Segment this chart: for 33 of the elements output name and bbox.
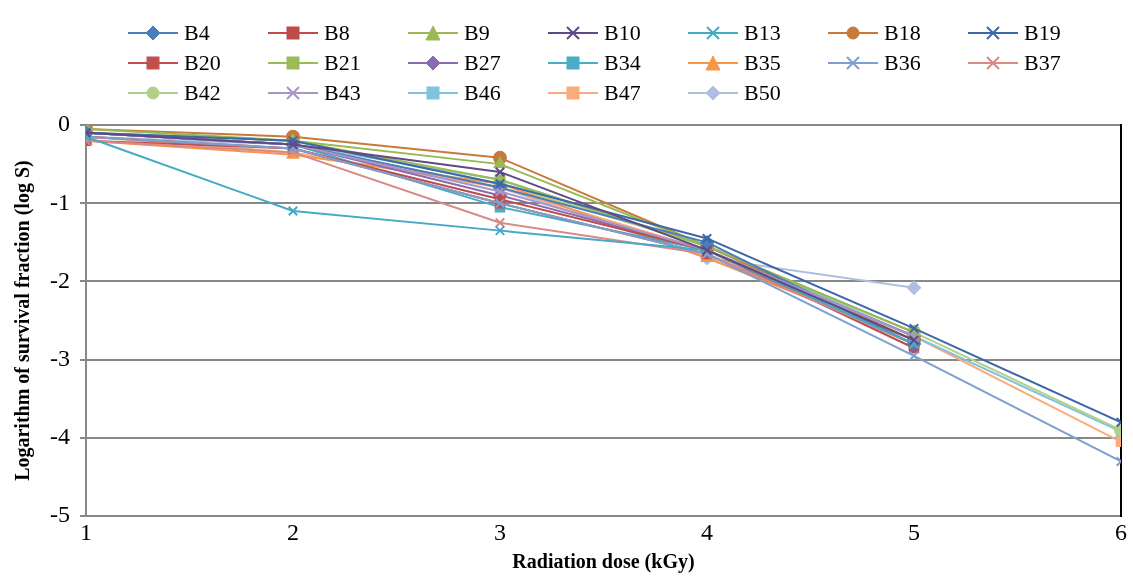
legend-label: B43 bbox=[324, 80, 361, 106]
y-tick-label: -2 bbox=[49, 266, 70, 293]
y-axis-title: Logarithm of survival fraction (log S) bbox=[11, 160, 35, 481]
legend-label: B4 bbox=[184, 20, 210, 46]
legend-label: B50 bbox=[744, 80, 781, 106]
y-tick-label: -4 bbox=[49, 423, 70, 450]
x-axis-title: Radiation dose (kGy) bbox=[512, 550, 695, 574]
x-tick-label: 5 bbox=[908, 518, 920, 545]
legend-label: B34 bbox=[604, 50, 641, 76]
legend-label: B42 bbox=[184, 80, 221, 106]
y-tick-label: -5 bbox=[49, 501, 70, 528]
legend-label: B27 bbox=[464, 50, 501, 76]
legend-label: B18 bbox=[884, 20, 921, 46]
y-tick-label: 0 bbox=[57, 110, 70, 137]
legend-label: B20 bbox=[184, 50, 221, 76]
x-tick-label: 1 bbox=[79, 518, 92, 545]
legend-label: B19 bbox=[1024, 20, 1061, 46]
x-tick-label: 3 bbox=[494, 518, 506, 545]
legend-label: B13 bbox=[744, 20, 781, 46]
y-tick-label: -1 bbox=[49, 188, 70, 215]
legend-label: B9 bbox=[464, 20, 490, 46]
x-tick-label: 4 bbox=[701, 518, 713, 545]
x-tick-label: 6 bbox=[1115, 518, 1127, 545]
legend-label: B47 bbox=[604, 80, 641, 106]
legend-label: B10 bbox=[604, 20, 641, 46]
x-tick-label: 2 bbox=[286, 518, 299, 545]
legend-label: B46 bbox=[464, 80, 501, 106]
legend-label: B36 bbox=[884, 50, 921, 76]
y-tick-label: -3 bbox=[49, 345, 70, 372]
legend-label: B35 bbox=[744, 50, 781, 76]
legend-label: B8 bbox=[324, 20, 350, 46]
legend-label: B37 bbox=[1024, 50, 1061, 76]
legend-label: B21 bbox=[324, 50, 361, 76]
